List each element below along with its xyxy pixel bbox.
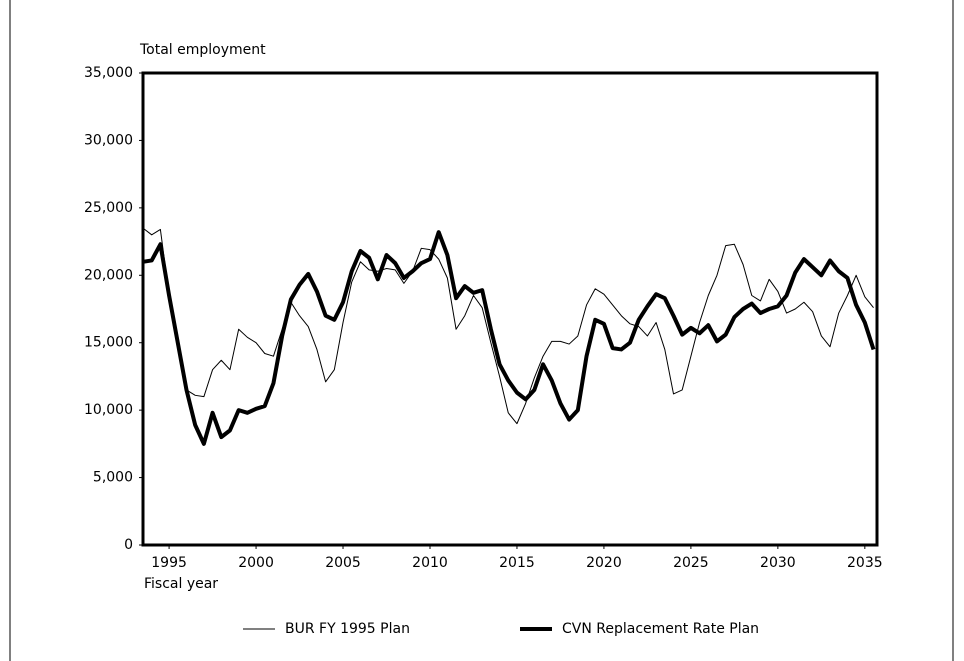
legend-label: BUR FY 1995 Plan bbox=[285, 621, 410, 637]
y-tick-label: 5,000 bbox=[93, 470, 133, 486]
legend-label: CVN Replacement Rate Plan bbox=[562, 621, 759, 637]
y-axis-label: Total employment bbox=[139, 42, 266, 58]
plot-frame bbox=[141, 71, 879, 547]
x-tick-label: 2030 bbox=[760, 555, 796, 571]
x-tick-label: 2005 bbox=[325, 555, 361, 571]
x-tick-label: 2010 bbox=[412, 555, 448, 571]
x-axis-label: Fiscal year bbox=[144, 576, 218, 592]
y-tick-label: 25,000 bbox=[84, 200, 133, 216]
y-tick-label: 0 bbox=[124, 537, 133, 553]
y-tick-label: 20,000 bbox=[84, 267, 133, 283]
y-tick-label: 30,000 bbox=[84, 132, 133, 148]
series-line bbox=[142, 227, 874, 425]
series-line bbox=[142, 230, 876, 446]
x-tick-label: 2035 bbox=[847, 555, 883, 571]
y-tick-label: 15,000 bbox=[84, 335, 133, 351]
x-tick-label: 2020 bbox=[586, 555, 622, 571]
x-tick-label: 1995 bbox=[151, 555, 187, 571]
y-tick-label: 35,000 bbox=[84, 65, 133, 81]
x-tick-label: 2015 bbox=[499, 555, 535, 571]
y-tick-label: 10,000 bbox=[84, 402, 133, 418]
x-tick-label: 2025 bbox=[673, 555, 709, 571]
x-tick-label: 2000 bbox=[238, 555, 274, 571]
